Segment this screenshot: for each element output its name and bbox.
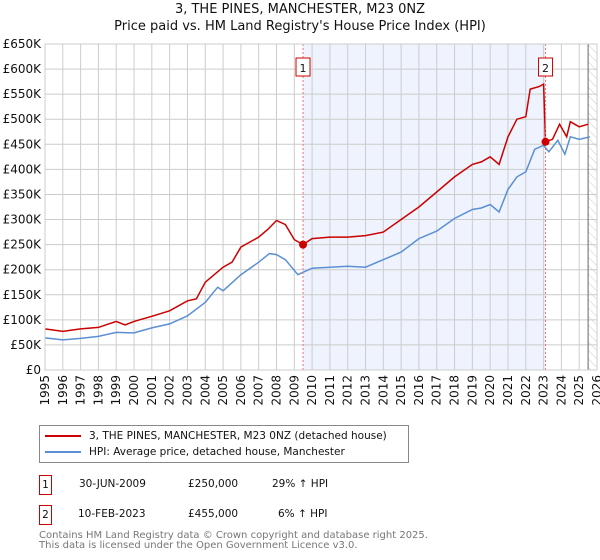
y-tick-label: £250K <box>3 238 43 252</box>
y-tick-label: £200K <box>3 263 43 277</box>
x-tick-label: 1999 <box>109 375 123 406</box>
x-tick-label: 2011 <box>323 375 337 406</box>
x-tick-label: 2014 <box>376 375 390 406</box>
series-line <box>44 82 589 333</box>
transaction-date: 10-FEB-2023 <box>78 508 146 520</box>
x-tick-label: 2000 <box>127 375 141 406</box>
legend-item-hpi: HPI: Average price, detached house, Manc… <box>45 446 345 458</box>
x-tick-label: 2016 <box>412 375 426 406</box>
transaction-hpi: 29% ↑ HPI <box>272 478 329 490</box>
y-tick-label: £100K <box>3 313 43 327</box>
sale-point <box>299 240 308 249</box>
annotation-box <box>538 57 554 77</box>
footer: Contains HM Land Registry data © Crown c… <box>39 531 428 551</box>
transaction-price: £250,000 <box>188 478 239 490</box>
chart-subtitle: Price paid vs. HM Land Registry's House … <box>114 19 486 34</box>
legend-label: HPI: Average price, detached house, Manc… <box>89 446 345 458</box>
x-tick-label: 2021 <box>501 375 515 406</box>
x-tick-label: 2008 <box>269 375 283 406</box>
x-tick-label: 2007 <box>252 375 266 406</box>
x-tick-label: 1997 <box>74 375 88 406</box>
x-tick-label: 2010 <box>305 375 319 406</box>
x-tick-label: 2013 <box>359 375 373 406</box>
x-tick-label: 2019 <box>465 375 479 406</box>
y-tick-label: £50K <box>10 338 42 352</box>
y-tick-label: £550K <box>3 87 43 101</box>
x-tick-label: 1998 <box>91 375 105 406</box>
legend-red-line <box>45 435 81 437</box>
x-tick-label: 2020 <box>483 375 497 406</box>
y-tick-label: £300K <box>3 213 43 227</box>
x-tick-label: 2004 <box>198 375 212 406</box>
plot-border <box>44 43 598 371</box>
y-tick-label: £350K <box>3 187 43 201</box>
sale-point <box>541 137 550 146</box>
legend-label: 3, THE PINES, MANCHESTER, M23 0NZ (detac… <box>89 430 387 442</box>
x-tick-label: 2015 <box>394 375 408 406</box>
y-tick-label: £500K <box>3 112 43 126</box>
annotation-label: 2 <box>542 62 549 75</box>
transaction-badge: 1 <box>39 475 52 495</box>
y-tick-label: £600K <box>3 62 43 76</box>
annotation-label: 1 <box>300 62 307 75</box>
x-tick-label: 2023 <box>537 375 551 406</box>
transaction-hpi: 6% ↑ HPI <box>278 508 328 520</box>
annotation-box <box>295 57 311 77</box>
sale-period-shading <box>303 44 546 370</box>
transaction-price: £455,000 <box>188 508 239 520</box>
y-tick-label: £0 <box>26 363 41 377</box>
x-tick-label: 2003 <box>180 375 194 406</box>
footer-line: This data is licensed under the Open Gov… <box>39 540 358 551</box>
transaction-badge: 2 <box>39 505 52 525</box>
y-tick-label: £150K <box>3 288 43 302</box>
series-line <box>44 135 591 341</box>
y-tick-label: £400K <box>3 162 43 176</box>
x-tick-label: 1995 <box>38 375 52 406</box>
x-tick-label: 2022 <box>519 375 533 406</box>
future-hatch <box>588 44 597 370</box>
legend-blue-line <box>45 451 81 453</box>
footer-line: Contains HM Land Registry data © Crown c… <box>39 530 428 541</box>
chart-title: 3, THE PINES, MANCHESTER, M23 0NZ <box>174 2 426 17</box>
x-tick-label: 2001 <box>145 375 159 406</box>
x-tick-label: 2017 <box>430 375 444 406</box>
price-chart: £0 £50K £100K £150K £200K £250K £300K £350K £400… <box>3 37 600 406</box>
x-tick-label: 2006 <box>234 375 248 406</box>
x-tick-label: 2009 <box>287 375 301 406</box>
x-tick-label: 2012 <box>341 375 355 406</box>
y-tick-label: £450K <box>3 137 43 151</box>
transaction-row: 1 30-JUN-2009 £250,000 29% ↑ HPI <box>39 475 439 495</box>
x-tick-label: 2025 <box>572 375 586 406</box>
x-tick-label: 2002 <box>163 375 177 406</box>
transaction-row: 2 10-FEB-2023 £455,000 6% ↑ HPI <box>39 505 439 525</box>
legend-item-property: 3, THE PINES, MANCHESTER, M23 0NZ (detac… <box>45 430 387 442</box>
x-tick-label: 2005 <box>216 375 230 406</box>
y-tick-label: £650K <box>3 37 43 51</box>
x-tick-label: 2018 <box>448 375 462 406</box>
x-tick-label: 2024 <box>554 375 568 406</box>
x-tick-label: 1996 <box>56 375 70 406</box>
x-tick-label: 2026 <box>590 375 600 406</box>
legend: 3, THE PINES, MANCHESTER, M23 0NZ (detac… <box>39 425 409 463</box>
transaction-date: 30-JUN-2009 <box>79 478 146 490</box>
